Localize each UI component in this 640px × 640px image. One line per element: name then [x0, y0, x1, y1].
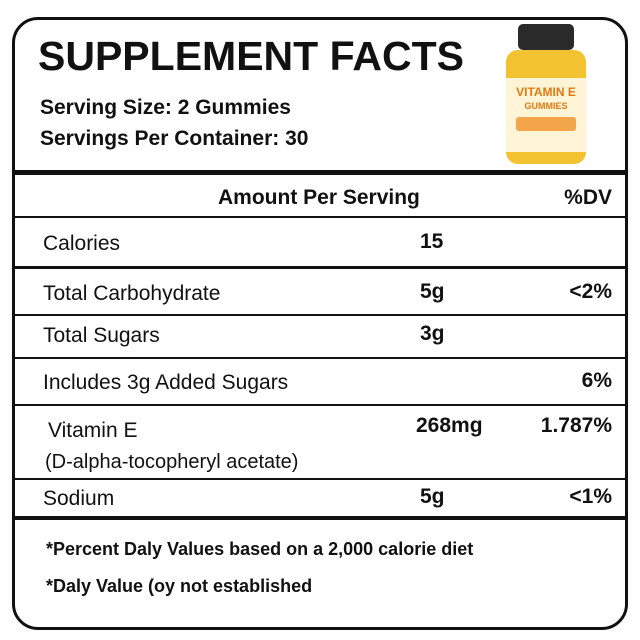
bottle-name: VITAMIN E [516, 85, 576, 99]
row-amount: 5g [420, 280, 445, 303]
row-dv: <2% [569, 280, 612, 303]
rule [14, 478, 625, 480]
row-sublabel: (D-alpha-tocopheryl acetate) [45, 451, 299, 473]
rule [14, 266, 625, 269]
row-label: Sodium [43, 487, 115, 510]
row-label: Total Carbohydrate [43, 282, 221, 305]
row-dv: 6% [581, 369, 612, 392]
thick-rule [14, 170, 625, 175]
footnote: *Daly Value (oy not established [46, 576, 313, 596]
thick-rule [14, 516, 625, 520]
row-amount: 15 [420, 230, 444, 253]
row-amount: 3g [420, 322, 445, 345]
amount-header: Amount Per Serving [218, 186, 420, 209]
bottle-cap [518, 24, 574, 50]
row-label: Calories [43, 232, 121, 255]
rule [14, 357, 625, 359]
serving-size: Serving Size: 2 Gummies [40, 96, 291, 119]
product-bottle: VITAMIN E GUMMIES [506, 24, 586, 164]
row-dv: <1% [569, 485, 612, 508]
bottle-form: GUMMIES [524, 101, 567, 111]
bottle-label [506, 78, 586, 152]
rule [14, 404, 625, 406]
rule [14, 314, 625, 316]
row-label: Includes 3g Added Sugars [43, 371, 289, 394]
footnote: *Percent Daly Values based on a 2,000 ca… [46, 539, 474, 559]
dv-header: %DV [564, 186, 612, 209]
title: SUPPLEMENT FACTS [38, 33, 464, 79]
row-label: Vitamin E [48, 419, 138, 442]
servings-per-container: Servings Per Container: 30 [40, 127, 309, 150]
rule [14, 216, 625, 218]
row-dv: 1.787% [540, 414, 612, 437]
row-amount: 268mg [416, 414, 483, 437]
label-border [12, 17, 628, 630]
row-label: Total Sugars [43, 324, 160, 347]
bottle-band [516, 117, 576, 131]
row-amount: 5g [420, 485, 445, 508]
